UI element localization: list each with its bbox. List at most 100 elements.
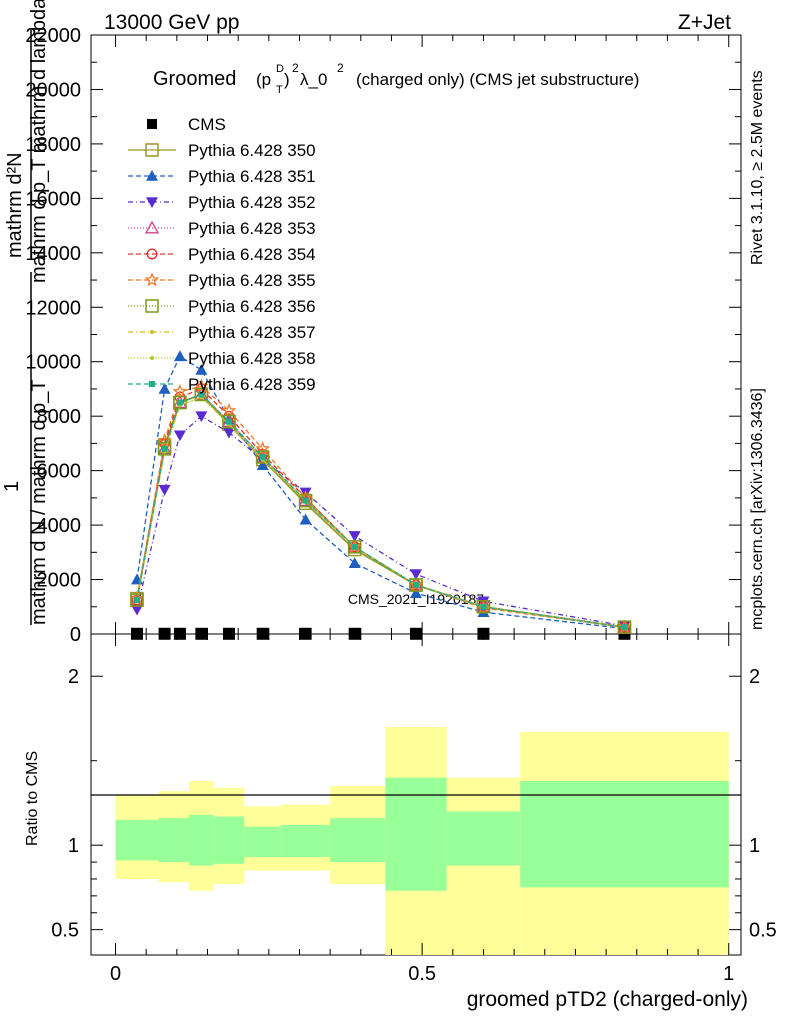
title-suffix: (charged only) (CMS jet substructure) [356,70,639,89]
series-0-point-5 [256,627,269,640]
inner-band-2 [189,814,214,866]
main-ytick-label-5: 12000 [25,297,81,319]
legend-marker-1 [145,143,159,157]
main-ytick-label-10: 22000 [25,25,81,47]
series-7-point-0 [130,593,144,607]
series-2-point-2 [173,350,186,362]
inner-band-6 [330,818,386,863]
series-10-point-3 [198,391,205,398]
series-10-point-8 [413,581,419,588]
main-ytick-label-6: 14000 [25,243,81,265]
series-3-point-4 [222,427,235,439]
series-0-point-2 [173,627,186,640]
series-10-point-2 [176,399,183,406]
ratio-ytick-label-right-0: 0.5 [749,920,777,942]
series-2-point-3 [195,363,208,375]
main-ytick-label-1: 4000 [37,515,82,537]
series-2-point-1 [158,382,171,394]
series-10-point-7 [351,543,358,550]
title-close: ) [284,70,290,89]
inner-band-9 [520,780,729,888]
legend-label-4: Pythia 6.428 353 [188,219,316,238]
ratio-xtick-label-0: 0 [110,963,121,985]
ratio-xtick-label-1: 0.5 [408,963,436,985]
legend-marker-5 [146,248,158,260]
main-ytick-label-3: 8000 [37,406,82,428]
inner-band-1 [158,818,190,863]
legend-marker-7 [145,299,159,313]
series-7-point-5 [255,450,270,464]
series-7-point-8 [409,578,423,592]
y-label-line2: mathrm d p_T mathrm d lambda [28,0,50,283]
series-3-point-3 [195,411,208,423]
title-prefix: Groomed [153,68,236,90]
series-0-point-8 [410,627,422,640]
legend-marker-3 [146,197,158,208]
y-label-line3: mathrm d N / mathrm d p_T [28,379,50,625]
main-axis-ticks: 2000 4000 6000 8000 10000 12000 14000 16000 1800… [25,25,741,646]
ratio-ytick-label-1: 1 [68,835,79,857]
series-10-point-5 [259,454,266,461]
inner-band-7 [385,777,447,891]
legend-marker-9 [150,356,154,360]
series-6-point-2 [172,384,188,398]
inner-band-8 [446,811,521,866]
process-label: Z+Jet [678,11,731,34]
legend-label-9: Pythia 6.428 358 [188,349,316,368]
series-7-point-4 [222,414,236,429]
series-0-point-7 [348,627,361,640]
series-7-point-6 [298,493,313,508]
series-2-point-8 [410,587,422,598]
inner-band-5 [281,824,331,858]
inner-band-3 [213,816,245,864]
series-10-point-6 [302,497,309,504]
series-3-point-8 [410,569,422,581]
series-7-point-3 [194,387,209,402]
title-sub-t: T [276,84,283,96]
series-7-point-10 [617,620,632,634]
outer-band-8 [446,777,521,955]
legend-label-5: Pythia 6.428 354 [188,245,316,264]
series-7-point-9 [476,600,491,614]
legend-marker-0 [147,119,157,129]
legend-label-6: Pythia 6.428 355 [188,271,316,290]
series-3-point-2 [173,430,186,442]
title-sq: 2 [292,61,299,75]
data-series [129,350,632,640]
main-ytick-label-7: 16000 [25,188,81,210]
title-lambda: λ_0 [300,70,327,89]
ratio-xtick-label-2: 1 [723,963,734,985]
legend-label-10: Pythia 6.428 359 [188,375,316,394]
series-3-point-0 [130,604,143,616]
inner-band-4 [244,826,282,858]
series-6-point-9 [476,600,491,615]
series-0 [130,627,631,640]
series-line-9 [136,396,625,628]
title-sup-d: D [276,63,284,75]
series-10-point-0 [133,596,140,603]
legend-label-0: CMS [188,115,226,134]
title-lambda-sup: 2 [337,61,344,75]
series-10 [133,391,628,631]
legend-label-1: Pythia 6.428 350 [188,141,316,160]
series-0-point-4 [222,627,235,640]
legend-marker-2 [146,170,158,181]
title-formula: (p [256,70,271,89]
ratio-ytick-label-0: 0.5 [51,920,79,942]
series-0-point-9 [477,627,490,640]
series-3-point-7 [348,531,361,542]
series-0-point-0 [130,627,143,640]
main-ytick-label-8: 18000 [25,134,81,156]
rivet-label: Rivet 3.1.10, ≥ 2.5M events [749,70,766,265]
legend-marker-4 [144,220,160,234]
series-10-point-4 [225,418,232,425]
main-ytick-label-2: 6000 [37,461,82,483]
legend: CMS Pythia 6.428 350 Pythia 6.428 351 Pythi… [128,115,316,394]
legend-label-7: Pythia 6.428 356 [188,297,316,316]
legend-label-8: Pythia 6.428 357 [188,323,316,342]
x-axis-label: groomed pTD2 (charged-only) [467,988,748,1011]
ratio-ytick-label-right-2: 2 [749,666,760,688]
watermark: CMS_2021_I1920187 [348,591,484,607]
series-0-point-1 [158,627,171,640]
